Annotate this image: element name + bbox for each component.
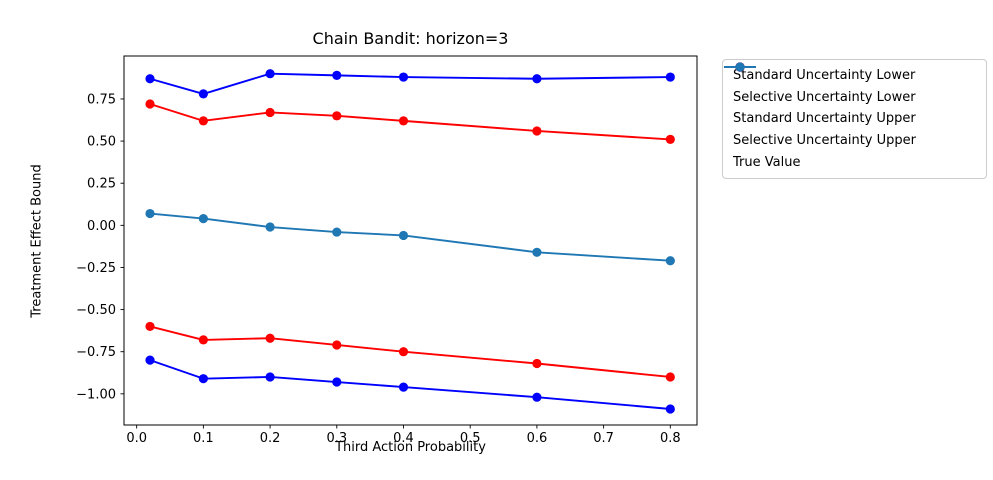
legend-item: Selective Uncertainty Lower xyxy=(724,62,978,109)
data-point-marker xyxy=(198,335,208,345)
y-tick-label: −0.25 xyxy=(76,261,116,276)
x-tick-label: 0.4 xyxy=(393,431,414,446)
x-tick-label: 0.0 xyxy=(126,431,147,446)
data-point-marker xyxy=(332,70,342,80)
legend-line-marker-icon xyxy=(724,62,756,72)
chart-title: Chain Bandit: horizon=3 xyxy=(312,29,509,48)
legend-item: Standard Uncertainty Upper xyxy=(724,62,978,130)
legend: Standard Uncertainty Lower Selective Unce… xyxy=(722,59,987,179)
x-tick-label: 0.7 xyxy=(593,431,614,446)
data-point-marker xyxy=(265,69,275,79)
x-axis: 0.0 0.1 0.2 0.3 0.4 0.5 0.6 0.7 0.8 xyxy=(126,425,681,446)
legend-item-label: Selective Uncertainty Upper xyxy=(733,133,916,149)
data-point-marker xyxy=(665,72,675,82)
series-line xyxy=(149,359,671,410)
data-point-marker xyxy=(265,333,275,343)
x-tick-label: 0.8 xyxy=(660,431,681,446)
data-point-marker xyxy=(532,247,542,257)
y-tick-label: 0.75 xyxy=(87,92,116,107)
legend-item: Standard Uncertainty Lower xyxy=(724,62,978,87)
data-point-marker xyxy=(265,107,275,118)
x-tick-label: 0.6 xyxy=(527,431,548,446)
y-tick-label: −0.75 xyxy=(76,345,116,360)
y-tick-label: −0.50 xyxy=(76,303,116,318)
y-axis-label: Treatment Effect Bound xyxy=(29,164,45,318)
data-point-marker xyxy=(145,74,155,84)
series-standard-uncertainty-lower xyxy=(145,355,675,414)
plot-border xyxy=(123,55,698,426)
series-line xyxy=(149,212,671,262)
data-point-marker xyxy=(532,392,542,402)
data-point-marker xyxy=(198,116,208,126)
x-tick-label: 0.1 xyxy=(193,431,214,446)
data-point-marker xyxy=(145,208,155,219)
data-point-marker xyxy=(198,89,208,99)
series-line xyxy=(149,325,671,378)
y-tick-label: 0.50 xyxy=(87,135,116,150)
data-point-marker xyxy=(332,227,342,237)
data-point-marker xyxy=(532,74,542,84)
data-point-marker xyxy=(145,355,155,365)
series-selective-uncertainty-lower xyxy=(145,321,675,382)
data-point-marker xyxy=(532,358,542,369)
y-tick-label: −1.00 xyxy=(76,387,116,402)
data-point-marker xyxy=(332,340,342,350)
y-tick-label: 0.25 xyxy=(87,177,116,192)
data-point-marker xyxy=(398,116,409,126)
x-tick-label: 0.2 xyxy=(260,431,281,446)
x-tick-label: 0.5 xyxy=(460,431,481,446)
series-selective-uncertainty-upper xyxy=(145,99,675,145)
legend-item-label: Standard Uncertainty Lower xyxy=(733,68,916,84)
y-tick-label: 0.00 xyxy=(87,219,116,234)
data-point-marker xyxy=(332,377,342,387)
data-point-marker xyxy=(332,111,342,121)
legend-item-label: Selective Uncertainty Lower xyxy=(733,89,916,105)
data-point-marker xyxy=(398,347,409,357)
legend-item: Selective Uncertainty Upper xyxy=(724,62,978,152)
x-tick-label: 0.3 xyxy=(326,431,347,446)
series-standard-uncertainty-upper xyxy=(145,69,675,99)
x-axis-label: Third Action Probability xyxy=(335,440,486,455)
data-point-marker xyxy=(398,382,409,392)
data-point-marker xyxy=(265,372,275,382)
series-true-value xyxy=(145,208,675,266)
data-point-marker xyxy=(198,213,208,224)
data-point-marker xyxy=(665,372,675,382)
data-point-marker xyxy=(665,256,675,266)
data-point-marker xyxy=(145,321,155,332)
y-axis: 0.75 0.50 0.25 0.00 −0.25 −0.50 −0.75 −1.00 xyxy=(76,92,124,402)
data-point-marker xyxy=(398,230,409,241)
series-line xyxy=(149,72,671,95)
legend-item-label: True Value xyxy=(733,154,801,170)
data-point-marker xyxy=(532,126,542,136)
legend-item: True Value xyxy=(724,62,978,173)
data-point-marker xyxy=(145,99,155,109)
series-line xyxy=(149,103,671,141)
data-point-marker xyxy=(398,72,409,82)
data-point-marker xyxy=(198,374,208,384)
data-point-marker xyxy=(265,222,275,232)
data-point-marker xyxy=(665,404,675,414)
data-point-marker xyxy=(665,134,675,145)
legend-item-label: Standard Uncertainty Upper xyxy=(733,111,916,127)
